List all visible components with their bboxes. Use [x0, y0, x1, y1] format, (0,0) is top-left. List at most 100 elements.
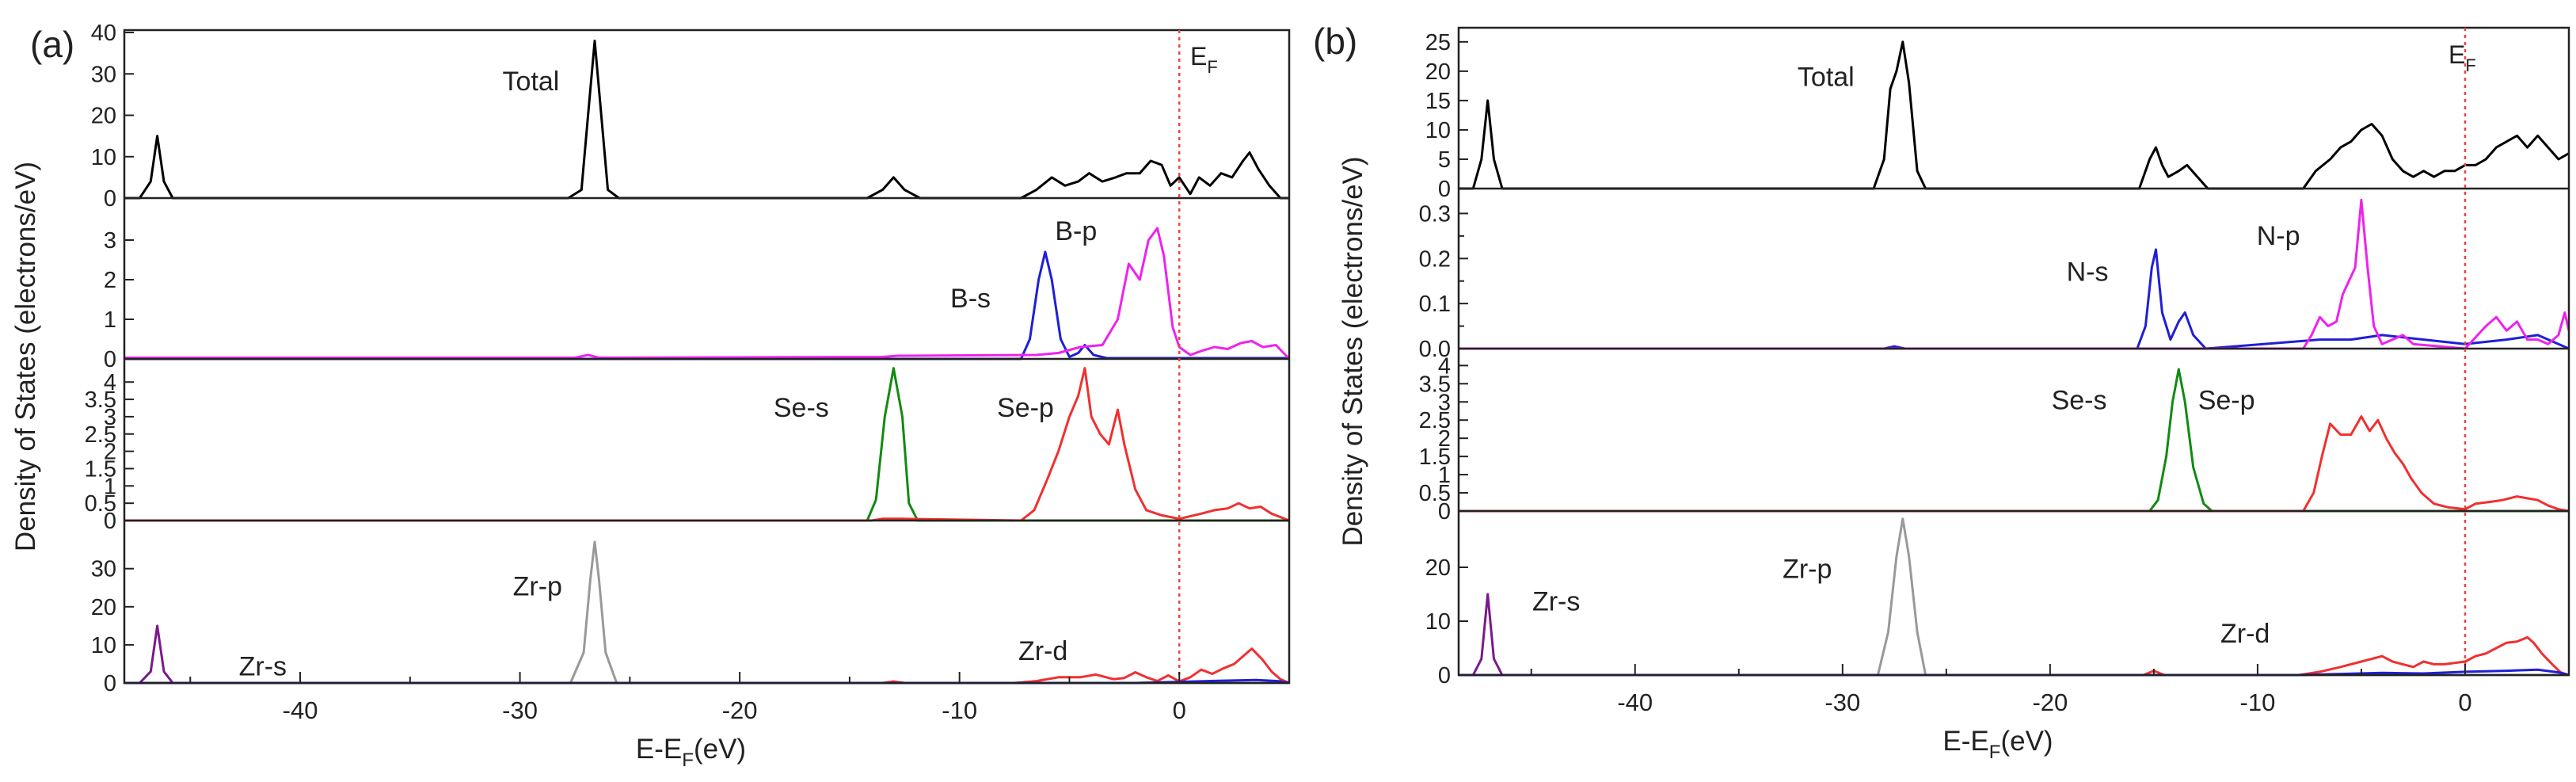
y-tick-label: 3 [104, 228, 116, 254]
series-label-Zr-p: Zr-p [1783, 555, 1832, 585]
y-tick-label: 40 [91, 21, 116, 46]
subplot-selenium: 00.511.522.533.54 Se-s Se-p [85, 367, 1290, 534]
series-line-Zr-d [1459, 635, 2570, 677]
x-tick-label: -40 [283, 696, 318, 724]
series-label-Se-p: Se-p [2198, 385, 2255, 415]
y-tick-label: 25 [1425, 30, 1451, 55]
series-label-Total: Total [503, 67, 560, 97]
y-tick-label: 3.5 [85, 387, 116, 413]
x-axis-label: E-EF(eV) [636, 734, 746, 771]
series-line-Zr-p [1459, 517, 2569, 677]
plot-frame [123, 29, 1291, 685]
y-tick-label: 5 [1438, 147, 1451, 173]
y-tick-label: 1 [104, 474, 116, 499]
x-tick-label: -20 [2032, 689, 2068, 716]
x-axis-label: E-EF(eV) [1942, 726, 2053, 763]
fermi-level-label: EF [1190, 42, 1218, 77]
series-line-Se-p [1459, 415, 2570, 513]
series-label-N-s: N-s [2067, 257, 2109, 288]
series-line-B-p [124, 227, 1291, 360]
series-line-Se-s [124, 367, 1289, 522]
y-tick-label: 2 [104, 440, 116, 465]
y-axis-label: Density of States (electrons/eV) [10, 162, 41, 551]
y-tick-label: 4 [104, 370, 116, 395]
series-label-Total: Total [1798, 62, 1855, 92]
series-label-Zr-d: Zr-d [2220, 619, 2270, 649]
y-tick-label: 0 [1438, 499, 1451, 525]
y-tick-label: 0 [104, 671, 116, 696]
subplot-nitrogen: 0.0 0.1 0.2 0.3 N-s N-p [1419, 198, 2570, 362]
y-axis-label: Density of States (electrons/eV) [1337, 156, 1368, 546]
y-tick-label: 2.5 [85, 422, 116, 448]
y-tick-label: 20 [91, 104, 116, 129]
x-tick-label: -10 [2240, 689, 2276, 716]
subplot-zirconium: 0 10 20 30 Zr-p Zr-s Zr-d [91, 540, 1290, 696]
y-tick-label: 30 [91, 62, 116, 87]
y-tick-label: 0.1 [1419, 292, 1451, 317]
series-label-Se-s: Se-s [774, 393, 829, 423]
y-tick-label: 0 [1438, 177, 1451, 202]
y-tick-label: 2.5 [1419, 408, 1451, 433]
series-label-Zr-s: Zr-s [239, 651, 287, 681]
y-tick-label: 10 [91, 145, 116, 170]
x-tick-label: -10 [942, 696, 977, 724]
series-line-Zr-s [124, 624, 1289, 685]
y-tick-label: 3 [104, 405, 116, 430]
y-tick-label: 4 [1438, 353, 1451, 379]
series-label-Zr-p: Zr-p [513, 571, 562, 601]
subplot-boron: 0 1 2 3 B-s B-p [104, 216, 1291, 372]
plot-frame [1457, 26, 2570, 677]
y-tick-label: 1.5 [85, 456, 116, 482]
y-tick-label: 15 [1425, 89, 1451, 114]
subplot-selenium: 00.511.522.533.54 Se-s Se-p [1419, 353, 2570, 525]
series-line-Zr-d [124, 647, 1290, 685]
series-label-Zr-d: Zr-d [1018, 636, 1067, 666]
y-tick-label: 10 [91, 633, 116, 658]
y-tick-label: 0.0 [1419, 337, 1451, 362]
y-tick-label: 10 [1425, 118, 1451, 143]
y-tick-label: 0.5 [1419, 481, 1451, 506]
series-label-Se-p: Se-p [997, 393, 1054, 423]
x-tick-label: -40 [1617, 689, 1653, 716]
y-tick-label: 2 [1438, 426, 1451, 452]
series-line-Zr-p [124, 540, 1289, 685]
panel-label: (a) [30, 24, 74, 65]
x-tick-label: -30 [502, 696, 538, 724]
y-tick-label: 0.2 [1419, 246, 1451, 272]
y-tick-label: 0 [1438, 663, 1451, 689]
y-tick-label: 20 [1425, 59, 1451, 85]
subplot-zirconium: 0 10 20 Zr-s Zr-p Zr-d [1425, 517, 2570, 689]
y-tick-label: 0 [104, 347, 116, 372]
y-tick-label: 3.5 [1419, 372, 1451, 397]
y-tick-label: 1 [104, 307, 116, 333]
x-tick-label: 0 [1173, 696, 1186, 724]
series-label-Zr-s: Zr-s [1532, 586, 1580, 616]
y-tick-label: 20 [91, 595, 116, 620]
panel-label: (b) [1313, 21, 1357, 62]
y-tick-label: 3 [1438, 390, 1451, 415]
x-tick-label: -20 [722, 696, 758, 724]
series-line-Se-s [1459, 368, 2569, 513]
series-line-N-s [1459, 248, 2570, 350]
series-line-N-p [1459, 198, 2570, 350]
y-tick-label: 20 [1425, 555, 1451, 581]
x-tick-label: -30 [1825, 689, 1860, 716]
subplot-total: 0 5 10 15 20 25 Total [1425, 30, 2570, 202]
series-line-B-s [124, 250, 1289, 360]
panel-a: (a)010203040Total0123B-sB-p00.511.522.53… [10, 21, 1291, 771]
fermi-level-label: EF [2449, 40, 2476, 75]
x-tick-label: 0 [2458, 689, 2471, 716]
series-label-N-p: N-p [2257, 221, 2300, 251]
y-tick-label: 10 [1425, 609, 1451, 635]
panel-b: (b)0510152025Total0.00.10.20.3N-sN-p00.5… [1313, 21, 2570, 763]
y-tick-label: 0.3 [1419, 201, 1451, 227]
y-tick-label: 0.5 [85, 491, 116, 517]
series-label-B-s: B-s [950, 284, 991, 314]
y-tick-label: 1.5 [1419, 444, 1451, 470]
series-line-Se-p [124, 367, 1290, 522]
series-line-Total [124, 40, 1289, 200]
y-tick-label: 2 [104, 268, 116, 293]
series-label-Se-s: Se-s [2052, 385, 2107, 415]
y-tick-label: 1 [1438, 463, 1451, 488]
